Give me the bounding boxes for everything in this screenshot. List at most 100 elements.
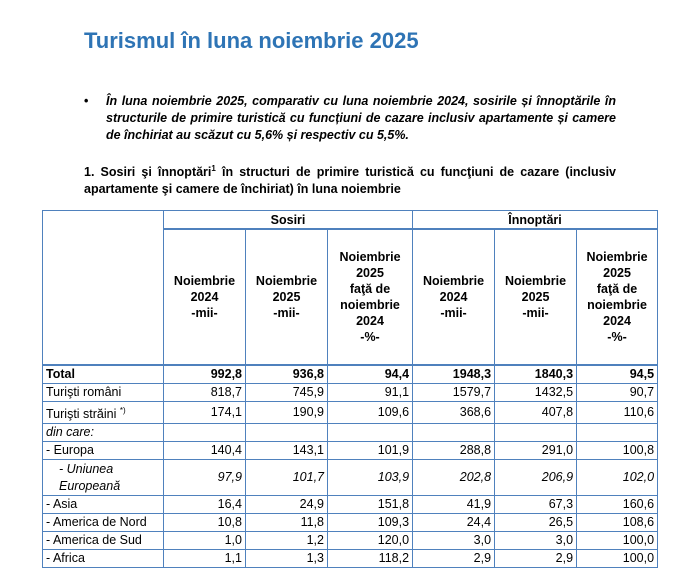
cell: 143,1 xyxy=(245,441,328,461)
cell: 94,5 xyxy=(576,364,659,384)
cell: 818,7 xyxy=(163,383,246,402)
footnote-ref: 1 xyxy=(211,164,216,173)
cell: 2,9 xyxy=(494,549,578,569)
column-header-line: -mii- xyxy=(191,306,218,320)
table-row: Turişti străini *) 174,1 190,9 109,6 368,6 40… xyxy=(42,400,659,425)
column-header: Noiembrie 2025 -mii- xyxy=(245,228,328,366)
cell: 151,8 xyxy=(326,495,414,515)
cell: 1432,5 xyxy=(494,383,578,402)
row-label-text: Total xyxy=(46,367,75,381)
column-header-line: -mii- xyxy=(522,306,549,320)
cell: 90,7 xyxy=(576,383,659,402)
cell: 103,9 xyxy=(326,459,414,497)
cell: 26,5 xyxy=(494,513,578,533)
column-header-line: -%- xyxy=(607,330,627,344)
table-row: - Europa 140,4 143,1 101,9 288,8 291,0 100,8 xyxy=(42,441,659,461)
cell: 1,1 xyxy=(163,549,246,569)
page-title: Turismul în luna noiembrie 2025 xyxy=(84,28,419,53)
cell: 100,8 xyxy=(576,441,659,461)
column-header-line: Noiembrie xyxy=(586,250,648,264)
cell: 202,8 xyxy=(412,459,496,497)
row-label-text: - Uniunea Europeană xyxy=(59,461,121,493)
cell: 745,9 xyxy=(245,383,328,402)
table-row: - Uniunea Europeană 97,9 101,7 103,9 202,8 20… xyxy=(42,459,659,497)
cell: 288,8 xyxy=(412,441,496,461)
cell: 102,0 xyxy=(576,459,659,497)
cell: 1,0 xyxy=(163,531,246,551)
cell: 97,9 xyxy=(163,459,246,497)
cell: 160,6 xyxy=(576,495,659,515)
column-header-line: 2025 xyxy=(521,290,550,304)
table-row: din care: xyxy=(42,423,659,443)
cell: 407,8 xyxy=(494,400,578,425)
table-row: - America de Nord 10,8 11,8 109,3 24,4 26,5 10… xyxy=(42,513,659,533)
bullet-dot: • xyxy=(84,94,89,108)
table-row: Turişti români 818,7 745,9 91,1 1579,7 1432,5… xyxy=(42,383,659,402)
column-header-line: faţă de xyxy=(349,282,391,296)
cell: 1579,7 xyxy=(412,383,496,402)
table-row: - Africa 1,1 1,3 118,2 2,9 2,9 100,0 xyxy=(42,549,659,569)
bullet-text: În luna noiembrie 2025, comparativ cu lu… xyxy=(106,94,616,142)
cell: 206,9 xyxy=(494,459,578,497)
cell: 174,1 xyxy=(163,400,246,425)
cell: 992,8 xyxy=(163,364,246,384)
cell: 41,9 xyxy=(412,495,496,515)
cell: 291,0 xyxy=(494,441,578,461)
table-row: - America de Sud 1,0 1,2 120,0 3,0 3,0 100,0 xyxy=(42,531,659,551)
cell: 2,9 xyxy=(412,549,496,569)
cell: 936,8 xyxy=(245,364,328,384)
cell: 24,4 xyxy=(412,513,496,533)
column-header-line: Noiembrie xyxy=(504,274,567,288)
column-header-line: noiembrie xyxy=(340,298,400,312)
bullet: • În luna noiembrie 2025, comparativ cu l… xyxy=(84,93,616,144)
cell: 16,4 xyxy=(163,495,246,515)
row-label: - Europa xyxy=(42,441,164,461)
column-header-line: Noiembrie xyxy=(339,250,401,264)
column-header-line: -mii- xyxy=(273,306,300,320)
table-row: - Asia 16,4 24,9 151,8 41,9 67,3 160,6 xyxy=(42,495,659,515)
cell: 108,6 xyxy=(576,513,659,533)
cell: 190,9 xyxy=(245,400,328,425)
cell: 109,3 xyxy=(326,513,414,533)
row-note: *) xyxy=(119,406,126,415)
row-label: Total xyxy=(42,364,164,384)
cell: 1840,3 xyxy=(494,364,578,384)
row-label: - Uniunea Europeană xyxy=(42,459,164,497)
column-header-line: -mii- xyxy=(440,306,467,320)
cell: 11,8 xyxy=(245,513,328,533)
cell: 101,7 xyxy=(245,459,328,497)
column-header: Noiembrie 2025 faţă de noiembrie 2024 -%- xyxy=(576,228,659,366)
column-header-line: 2024 xyxy=(603,314,631,328)
table-title-rest: în structuri de primire turistică cu fun… xyxy=(84,165,616,197)
cell: 1948,3 xyxy=(412,364,496,384)
cell: 368,6 xyxy=(412,400,496,425)
column-header-line: 2025 xyxy=(356,266,384,280)
column-header: Noiembrie 2025 -mii- xyxy=(494,228,578,366)
group-header: Înnoptări xyxy=(412,210,659,230)
empty-cell xyxy=(494,423,578,443)
column-header-line: 2025 xyxy=(603,266,631,280)
cell: 100,0 xyxy=(576,549,659,569)
row-label: - America de Nord xyxy=(42,513,164,533)
row-label-text: - Asia xyxy=(46,497,78,512)
column-header-line: 2024 xyxy=(439,290,468,304)
empty-cell xyxy=(163,423,246,443)
row-label: din care: xyxy=(42,423,164,443)
column-header-line: Noiembrie xyxy=(173,274,236,288)
row-label: - Asia xyxy=(42,495,164,515)
row-label-text: - Africa xyxy=(46,551,85,566)
row-label-text: Turişti străini xyxy=(46,407,117,422)
empty-cell xyxy=(245,423,328,443)
column-header-line: Noiembrie xyxy=(255,274,318,288)
row-label: - Africa xyxy=(42,549,164,569)
column-header: Noiembrie 2025 faţă de noiembrie 2024 -%- xyxy=(326,228,414,366)
column-header-line: 2024 xyxy=(356,314,384,328)
column-header-line: 2024 xyxy=(190,290,219,304)
cell: 67,3 xyxy=(494,495,578,515)
row-label-text: - Europa xyxy=(46,443,94,458)
cell: 91,1 xyxy=(326,383,414,402)
column-header-line: faţă de xyxy=(596,282,638,296)
cell: 101,9 xyxy=(326,441,414,461)
cell: 109,6 xyxy=(326,400,414,425)
